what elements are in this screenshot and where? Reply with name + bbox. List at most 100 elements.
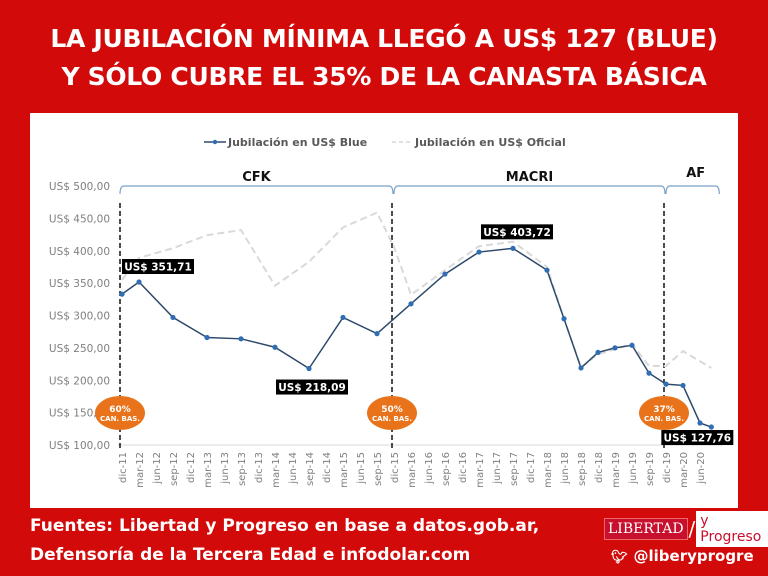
x-tick-label: sep-12 [169, 452, 180, 486]
data-point-blue [561, 316, 567, 322]
data-point-blue [663, 381, 669, 387]
data-point-blue [629, 342, 635, 348]
y-tick-label: US$ 350,00 [49, 278, 110, 290]
x-tick-label: jun-14 [288, 452, 299, 485]
y-tick-label: US$ 200,00 [49, 375, 110, 387]
y-tick-label: US$ 500,00 [49, 181, 110, 193]
data-point-blue [119, 291, 125, 297]
y-tick-label: US$ 300,00 [49, 311, 110, 323]
value-callout: US$ 351,71 [122, 259, 194, 275]
x-tick-label: sep-17 [509, 452, 520, 486]
data-point-blue [340, 314, 346, 321]
logo-libertad: LIBERTAD [604, 518, 688, 540]
legend-blue-marker [212, 139, 218, 145]
headline-line-1: LA JUBILACIÓN MÍNIMA LLEGÓ A US$ 127 (BL… [50, 24, 718, 53]
callout-text: US$ 351,71 [124, 262, 192, 274]
y-tick-label: US$ 400,00 [49, 246, 110, 258]
x-tick-label: mar-20 [679, 452, 690, 488]
data-point-blue [272, 344, 278, 350]
data-point-blue [408, 301, 414, 307]
callout-text: US$ 127,76 [664, 433, 732, 445]
badge-ellipse [95, 396, 145, 430]
period-brace [393, 185, 666, 195]
x-tick-label: sep-15 [373, 452, 384, 486]
x-tick-label: dic-11 [118, 452, 129, 483]
data-point-blue [646, 370, 652, 376]
badge-percent: 60% [109, 405, 131, 415]
callout-box [661, 430, 734, 446]
logo-y-progreso: y Progreso [696, 511, 768, 547]
twitter-handle[interactable]: 🐦︎ @liberyprogre [611, 547, 754, 565]
twitter-handle-text: @liberyprogre [633, 547, 754, 565]
badge-ellipse [367, 396, 417, 430]
x-tick-label: jun-12 [152, 452, 163, 485]
data-point-blue [204, 334, 210, 341]
x-tick-label: mar-13 [203, 452, 214, 488]
data-point-blue [442, 271, 448, 277]
x-tick-label: jun-20 [696, 452, 707, 485]
data-point-blue [476, 249, 482, 255]
legend-blue-label: Jubilación en US$ Blue [227, 136, 367, 149]
value-callout: US$ 218,09 [276, 379, 348, 395]
data-point-blue [595, 349, 601, 356]
data-point-blue [374, 331, 380, 337]
data-point-blue [238, 336, 244, 342]
canasta-badge: 50%CAN. BAS. [367, 396, 417, 430]
x-tick-label: mar-16 [407, 452, 418, 488]
data-point-blue [612, 345, 618, 351]
callout-text: US$ 218,09 [278, 382, 346, 394]
x-tick-label: dic-17 [526, 452, 537, 483]
period-label: CFK [242, 170, 271, 185]
callout-box [276, 379, 348, 395]
badge-percent: 37% [653, 405, 675, 415]
badge-percent: 50% [381, 405, 403, 415]
data-point-blue [578, 365, 584, 371]
x-tick-label: dic-16 [458, 452, 469, 483]
value-callout: US$ 403,72 [481, 224, 553, 240]
x-tick-label: dic-14 [322, 452, 333, 483]
x-tick-label: sep-16 [441, 452, 452, 486]
x-tick-label: sep-14 [305, 452, 316, 486]
x-tick-label: sep-18 [577, 452, 588, 486]
sources-line-2: Defensoría de la Tercera Edad e infodola… [30, 545, 471, 565]
x-tick-label: dic-18 [594, 452, 605, 483]
x-tick-label: jun-16 [424, 452, 435, 485]
series-blue-line [121, 247, 712, 428]
data-point-blue [697, 420, 703, 426]
callout-box [481, 224, 553, 240]
x-tick-label: mar-12 [135, 452, 146, 488]
series-oficial-line [121, 211, 712, 369]
period-label: AF [686, 166, 705, 181]
period-brace [119, 185, 394, 195]
x-tick-label: jun-15 [356, 452, 367, 485]
x-tick-label: sep-19 [645, 452, 656, 486]
x-tick-label: jun-19 [628, 452, 639, 485]
x-tick-label: sep-13 [237, 452, 248, 486]
x-tick-label: mar-15 [339, 452, 350, 488]
badge-label: CAN. BAS. [100, 415, 140, 423]
y-tick-label: US$ 450,00 [49, 213, 110, 225]
x-tick-label: jun-18 [560, 452, 571, 485]
data-point-blue [510, 245, 516, 251]
x-tick-label: mar-19 [611, 452, 622, 488]
callout-text: US$ 403,72 [483, 227, 551, 239]
data-point-blue [680, 382, 686, 389]
x-tick-label: dic-12 [186, 452, 197, 483]
data-point-blue [306, 365, 312, 372]
data-point-blue [170, 314, 176, 321]
x-tick-label: mar-14 [271, 452, 282, 488]
period-label: MACRI [506, 170, 553, 185]
legend-oficial-label: Jubilación en US$ Oficial [414, 136, 566, 149]
x-tick-label: jun-13 [220, 452, 231, 485]
libertad-y-progreso-logo: LIBERTAD / y Progreso [604, 511, 768, 547]
period-brace [665, 185, 720, 195]
badge-label: CAN. BAS. [372, 415, 412, 423]
y-tick-label: US$ 100,00 [49, 440, 110, 452]
y-tick-label: US$ 250,00 [49, 343, 110, 355]
badge-ellipse [639, 396, 689, 430]
y-tick-label: US$ 150,00 [49, 408, 110, 420]
data-point-blue [544, 267, 550, 273]
headline-line-2: Y SÓLO CUBRE EL 35% DE LA CANASTA BÁSICA [61, 62, 707, 91]
x-tick-label: dic-19 [662, 452, 673, 483]
